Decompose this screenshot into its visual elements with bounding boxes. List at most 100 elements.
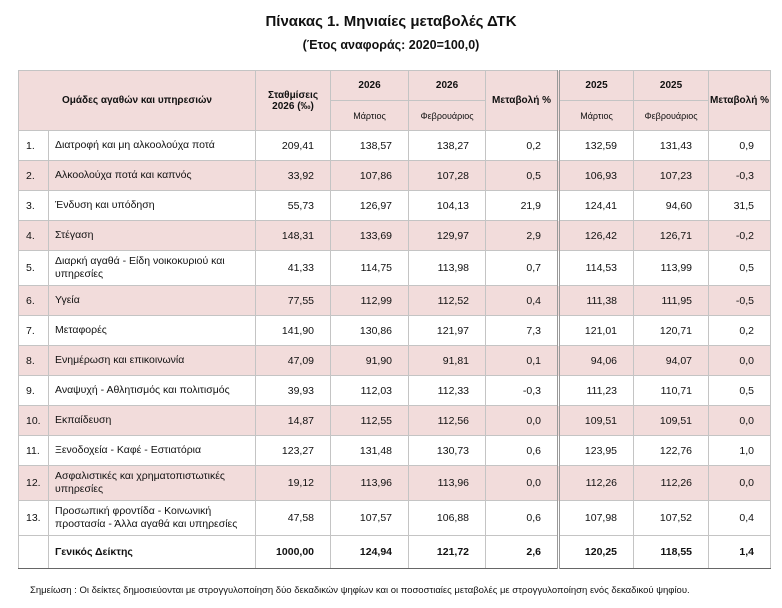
cell: 2,6 xyxy=(485,535,560,569)
cell: 0,5 xyxy=(485,160,560,191)
cell: 94,06 xyxy=(557,345,635,376)
cell: 112,26 xyxy=(557,465,635,501)
cell: 120,71 xyxy=(633,315,710,346)
cell: 0,1 xyxy=(485,345,560,376)
row-number: 6. xyxy=(18,285,49,316)
row-number: 3. xyxy=(18,190,49,221)
row-label: Αναψυχή - Αθλητισμός και πολιτισμός xyxy=(47,375,257,406)
cell: 126,97 xyxy=(330,190,410,221)
cell: 109,51 xyxy=(633,405,710,436)
table-row: 11. Ξενοδοχεία - Καφέ - Εστιατόρια 123,27 1… xyxy=(18,435,772,466)
cell: 113,96 xyxy=(408,465,487,501)
cell: 114,53 xyxy=(557,250,635,286)
cell: -0,2 xyxy=(708,220,772,251)
cell: 21,9 xyxy=(485,190,560,221)
row-number: 4. xyxy=(18,220,49,251)
row-label: Υγεία xyxy=(47,285,257,316)
cell: 47,58 xyxy=(255,500,332,536)
cell: 120,25 xyxy=(557,535,635,569)
table-row: 9. Αναψυχή - Αθλητισμός και πολιτισμός 39,… xyxy=(18,375,772,406)
row-label: Προσωπική φροντίδα - Κοινωνική προστασία… xyxy=(47,500,257,536)
table-row: 5. Διαρκή αγαθά - Είδη νοικοκυριού και υπ… xyxy=(18,250,772,286)
cell: 123,95 xyxy=(557,435,635,466)
cell: 33,92 xyxy=(255,160,332,191)
cell: 130,86 xyxy=(330,315,410,346)
row-label: Εκπαίδευση xyxy=(47,405,257,436)
cell: 112,56 xyxy=(408,405,487,436)
header-cell: Μεταβολή % xyxy=(708,70,772,131)
table-row: 13. Προσωπική φροντίδα - Κοινωνική προστα… xyxy=(18,500,772,536)
cell: 0,5 xyxy=(708,250,772,286)
row-number: 11. xyxy=(18,435,49,466)
subtitle: (Έτος αναφοράς: 2020=100,0) xyxy=(302,38,480,52)
header-cell: 2026 xyxy=(330,70,410,101)
table-row: 1. Διατροφή και μη αλκοολούχα ποτά 209,41 1… xyxy=(18,130,772,161)
header-cell: 2025 xyxy=(633,70,710,101)
row-label: Μεταφορές xyxy=(47,315,257,346)
cell: 41,33 xyxy=(255,250,332,286)
cell: 1,0 xyxy=(708,435,772,466)
cell: 130,73 xyxy=(408,435,487,466)
row-label: Διαρκή αγαθά - Είδη νοικοκυριού και υπηρ… xyxy=(47,250,257,286)
cell: 0,7 xyxy=(485,250,560,286)
header-cell: Ομάδες αγαθών και υπηρεσιών xyxy=(17,70,257,131)
cell: 107,28 xyxy=(408,160,487,191)
cell: 104,13 xyxy=(408,190,487,221)
cell: 7,3 xyxy=(485,315,560,346)
cell: 55,73 xyxy=(255,190,332,221)
header-cell: 2025 xyxy=(557,70,635,101)
cell: 148,31 xyxy=(255,220,332,251)
cell: 1,4 xyxy=(708,535,772,569)
cell: 133,69 xyxy=(330,220,410,251)
cell: 138,27 xyxy=(408,130,487,161)
row-number: 2. xyxy=(18,160,49,191)
row-label: Διατροφή και μη αλκοολούχα ποτά xyxy=(47,130,257,161)
cell: 0,4 xyxy=(485,285,560,316)
cell: 0,0 xyxy=(708,405,772,436)
cell: 107,23 xyxy=(633,160,710,191)
cell: 121,72 xyxy=(408,535,487,569)
cell: 110,71 xyxy=(633,375,710,406)
cell: 0,9 xyxy=(708,130,772,161)
table-row: 2. Αλκοολούχα ποτά και καπνός 33,92 107,86 1… xyxy=(18,160,772,191)
cell: 112,52 xyxy=(408,285,487,316)
cell: 0,0 xyxy=(708,465,772,501)
cell: 121,01 xyxy=(557,315,635,346)
row-number: 7. xyxy=(18,315,49,346)
cell: 132,59 xyxy=(557,130,635,161)
cpi-table: Ομάδες αγαθών και υπηρεσιών Σταθμίσεις 2… xyxy=(17,70,772,569)
cell: 131,43 xyxy=(633,130,710,161)
cell: 126,42 xyxy=(557,220,635,251)
cell: 0,6 xyxy=(485,500,560,536)
cell: 47,09 xyxy=(255,345,332,376)
empty-cell xyxy=(18,535,49,569)
cell: 118,55 xyxy=(633,535,710,569)
table-row: 6. Υγεία 77,55 112,99 112,52 0,4 111,38 111,95-… xyxy=(18,285,772,316)
cell: 114,75 xyxy=(330,250,410,286)
cell: 91,90 xyxy=(330,345,410,376)
footnote: Σημείωση : Οι δείκτες δημοσιεύονται με σ… xyxy=(30,585,690,596)
header-cell: Μάρτιος xyxy=(557,100,635,131)
table-row: 12. Ασφαλιστικές και χρηματοπιστωτικές υπ… xyxy=(18,465,772,501)
total-row: Γενικός Δείκτης 1000,00 124,94 121,72 2,6 120… xyxy=(18,535,772,569)
header-cell: Μάρτιος xyxy=(330,100,410,131)
cell: 112,55 xyxy=(330,405,410,436)
title: Πίνακας 1. Μηνιαίες μεταβολές ΔΤΚ xyxy=(265,13,517,30)
cell: 109,51 xyxy=(557,405,635,436)
cell: 77,55 xyxy=(255,285,332,316)
header-cell: Φεβρουάριος xyxy=(633,100,710,131)
cell: 209,41 xyxy=(255,130,332,161)
cell: 121,97 xyxy=(408,315,487,346)
header-cell: 2026 xyxy=(408,70,487,101)
cell: 111,38 xyxy=(557,285,635,316)
cell: 131,48 xyxy=(330,435,410,466)
row-label: Ασφαλιστικές και χρηματοπιστωτικές υπηρε… xyxy=(47,465,257,501)
cell: 0,0 xyxy=(485,465,560,501)
table-row: 7. Μεταφορές 141,90 130,86 121,97 7,3 121,01 12… xyxy=(18,315,772,346)
table-row: 4. Στέγαση 148,31 133,69 129,97 2,9 126,42 126,… xyxy=(18,220,772,251)
cell: 111,23 xyxy=(557,375,635,406)
cell: 112,99 xyxy=(330,285,410,316)
cell: 0,4 xyxy=(708,500,772,536)
cell: 2,9 xyxy=(485,220,560,251)
cell: 107,98 xyxy=(557,500,635,536)
